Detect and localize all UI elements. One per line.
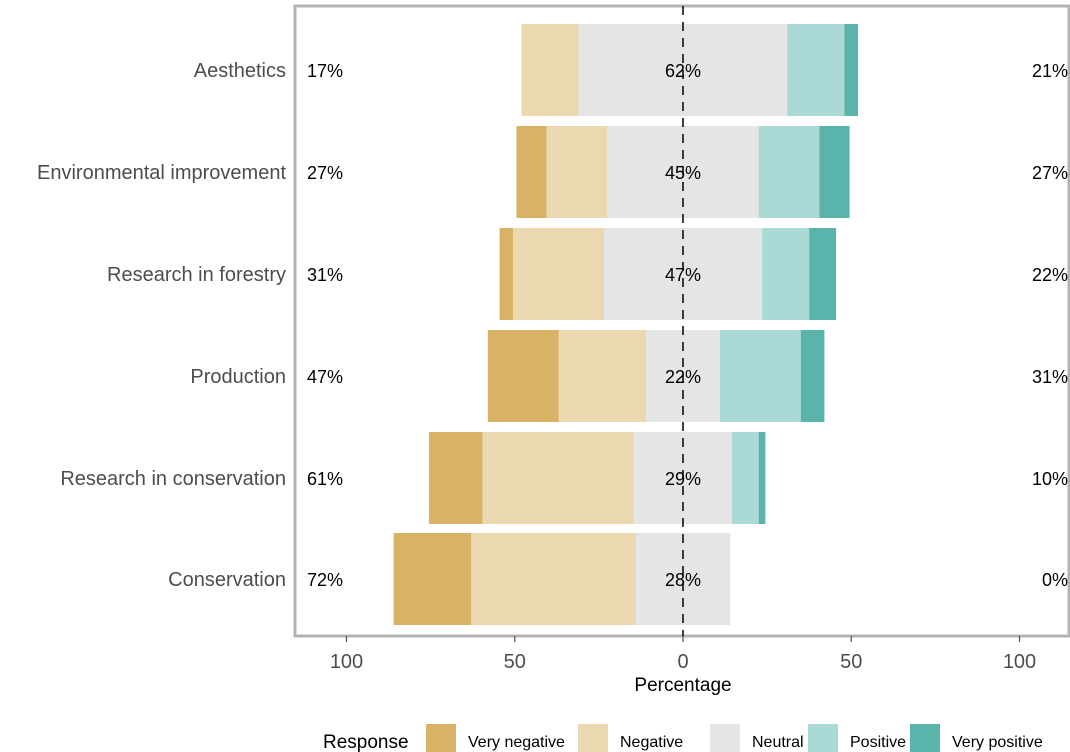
legend-swatch-very-negative — [426, 724, 456, 752]
bar-production-negative — [558, 330, 646, 422]
percent-left-production: 47% — [307, 367, 343, 387]
legend-swatch-very-positive — [910, 724, 940, 752]
bar-research-in-forestry-neutral — [603, 228, 763, 320]
percent-right-research-in-conservation: 10% — [1032, 469, 1068, 489]
legend-swatch-positive — [808, 724, 838, 752]
percent-left-conservation: 72% — [307, 570, 343, 590]
category-label-aesthetics: Aesthetics — [194, 60, 286, 82]
bar-research-in-conservation-negative — [482, 432, 635, 524]
percent-neutral-research-in-conservation: 29% — [665, 469, 701, 489]
bar-aesthetics-negative — [521, 24, 579, 116]
legend-title: Response — [323, 732, 409, 752]
x-tick-label: 100 — [1003, 651, 1036, 673]
bar-environmental-improvement-very-negative — [516, 126, 547, 218]
legend-swatch-negative — [578, 724, 608, 752]
bar-production-very-negative — [487, 330, 559, 422]
bar-conservation-neutral — [635, 533, 731, 625]
legend-label-negative: Negative — [620, 734, 683, 751]
percent-left-aesthetics: 17% — [307, 61, 343, 81]
percent-neutral-aesthetics: 62% — [665, 61, 701, 81]
legend: Response Very negative Negative Neutral Pos… — [323, 724, 1043, 752]
percent-neutral-conservation: 28% — [665, 570, 701, 590]
x-tick-label: 50 — [840, 651, 862, 673]
bar-environmental-improvement-very-positive — [819, 126, 850, 218]
percent-right-aesthetics: 21% — [1032, 61, 1068, 81]
bar-research-in-forestry-very-negative — [499, 228, 514, 320]
category-labels: Aesthetics Environmental improvement Resea… — [37, 60, 286, 591]
category-label-production: Production — [190, 366, 286, 388]
percent-right-research-in-forestry: 22% — [1032, 265, 1068, 285]
bars-layer — [393, 24, 858, 625]
category-label-environmental-improvement: Environmental improvement — [37, 162, 286, 184]
percent-left-environmental-improvement: 27% — [307, 163, 343, 183]
legend-label-very-negative: Very negative — [468, 734, 565, 751]
legend-label-positive: Positive — [850, 734, 906, 751]
percent-right-production: 31% — [1032, 367, 1068, 387]
bar-aesthetics-very-positive — [844, 24, 858, 116]
bar-aesthetics-positive — [787, 24, 845, 116]
legend-label-very-positive: Very positive — [952, 734, 1043, 751]
bar-research-in-forestry-very-positive — [809, 228, 837, 320]
bar-environmental-improvement-negative — [546, 126, 608, 218]
bar-research-in-forestry-negative — [513, 228, 604, 320]
percent-neutral-production: 22% — [665, 367, 701, 387]
percent-neutral-environmental-improvement: 45% — [665, 163, 701, 183]
bar-research-in-conservation-very-negative — [428, 432, 483, 524]
category-label-research-in-conservation: Research in conservation — [60, 468, 286, 490]
x-tick-label: 50 — [504, 651, 526, 673]
percent-left-research-in-forestry: 31% — [307, 265, 343, 285]
percent-right-conservation: 0% — [1042, 570, 1068, 590]
legend-label-neutral: Neutral — [752, 734, 804, 751]
percent-left-research-in-conservation: 61% — [307, 469, 343, 489]
percent-neutral-research-in-forestry: 47% — [665, 265, 701, 285]
x-tick-label: 100 — [330, 651, 363, 673]
bar-production-positive — [720, 330, 801, 422]
bar-research-in-conservation-positive — [731, 432, 759, 524]
x-axis-title: Percentage — [634, 675, 731, 696]
plot-panel-border — [293, 4, 1070, 638]
legend-swatch-neutral — [710, 724, 740, 752]
bar-conservation-very-negative — [393, 533, 471, 625]
bar-conservation-negative — [471, 533, 636, 625]
category-label-conservation: Conservation — [168, 569, 286, 591]
x-axis-ticks: 100 50 0 50 100 — [330, 636, 1036, 673]
x-tick-label: 0 — [677, 651, 688, 673]
percent-right-environmental-improvement: 27% — [1032, 163, 1068, 183]
bar-production-very-positive — [800, 330, 825, 422]
bar-environmental-improvement-positive — [758, 126, 820, 218]
bar-research-in-forestry-positive — [762, 228, 810, 320]
bar-research-in-conservation-very-positive — [758, 432, 766, 524]
percentage-labels: 17% 62% 21% 27% 45% 27% 31% 47% 22% 47% 22% 31% 61% 2… — [307, 61, 1068, 590]
category-label-research-in-forestry: Research in forestry — [107, 264, 286, 286]
